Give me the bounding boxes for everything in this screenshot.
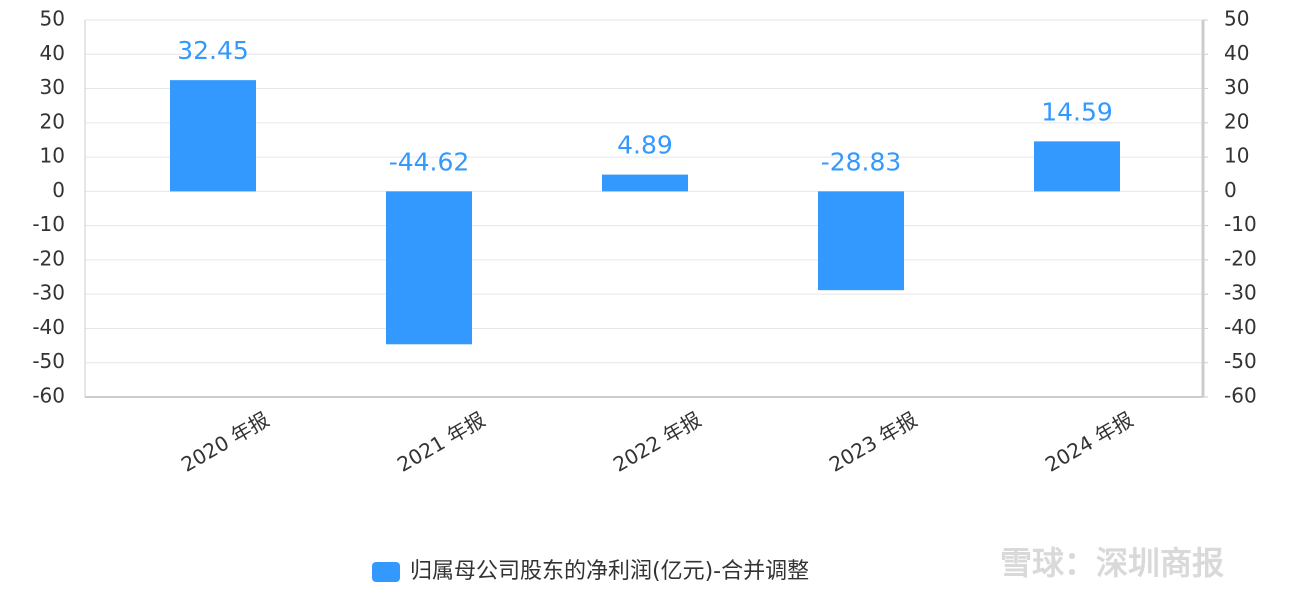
bar	[1034, 141, 1120, 192]
y-tick-label: -50	[32, 349, 65, 373]
y-tick-label: 30	[40, 75, 65, 99]
y-tick-label: 20	[40, 109, 65, 133]
y2-tick-label: -20	[1224, 246, 1257, 270]
bar	[602, 174, 688, 192]
y2-tick-label: -10	[1224, 212, 1257, 236]
y-tick-label: 0	[52, 178, 65, 202]
bar	[818, 191, 904, 291]
y2-tick-label: 0	[1224, 178, 1237, 202]
y-tick-label: 10	[40, 144, 65, 168]
value-label: 4.89	[617, 131, 673, 160]
x-tick-label: 2023 年报	[825, 407, 921, 476]
legend-swatch	[372, 562, 400, 582]
x-tick-label: 2024 年报	[1041, 407, 1137, 476]
y2-tick-label: 10	[1224, 144, 1249, 168]
value-label: -44.62	[389, 147, 470, 176]
value-label: 32.45	[177, 36, 249, 65]
value-label: -28.83	[821, 147, 902, 176]
y2-tick-label: -60	[1224, 384, 1257, 408]
y-tick-label: -30	[32, 281, 65, 305]
legend-label: 归属母公司股东的净利润(亿元)-合并调整	[410, 559, 809, 584]
bar	[170, 80, 256, 192]
y2-tick-label: 20	[1224, 109, 1249, 133]
y2-tick-label: 30	[1224, 75, 1249, 99]
y-tick-label: -20	[32, 246, 65, 270]
y-tick-label: -10	[32, 212, 65, 236]
y2-tick-label: 50	[1224, 7, 1249, 31]
y-tick-label: 50	[40, 7, 65, 31]
bar	[386, 191, 472, 345]
watermark: 雪球：深圳商报	[1000, 544, 1224, 582]
y-tick-label: 40	[40, 41, 65, 65]
y2-tick-label: -30	[1224, 281, 1257, 305]
y-tick-label: -40	[32, 315, 65, 339]
y2-tick-label: -50	[1224, 349, 1257, 373]
y2-tick-label: 40	[1224, 41, 1249, 65]
x-tick-label: 2020 年报	[177, 407, 273, 476]
value-label: 14.59	[1041, 97, 1113, 126]
y-tick-label: -60	[32, 384, 65, 408]
x-tick-label: 2021 年报	[393, 407, 489, 476]
x-tick-label: 2022 年报	[609, 407, 705, 476]
y2-tick-label: -40	[1224, 315, 1257, 339]
